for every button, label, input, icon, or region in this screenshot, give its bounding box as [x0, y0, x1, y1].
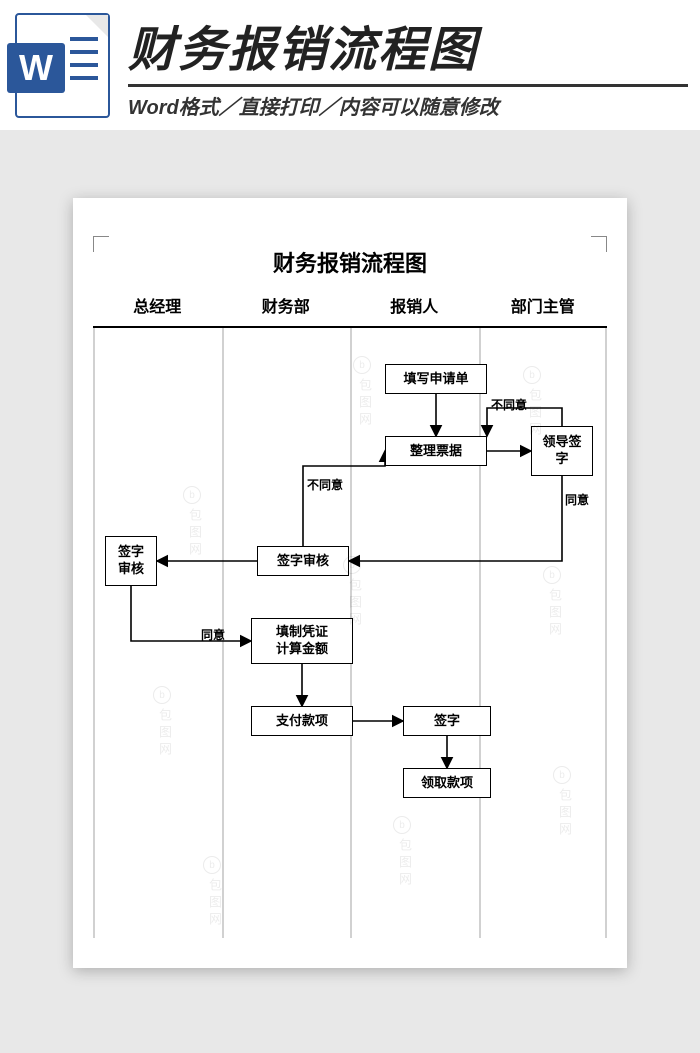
crop-mark-tr	[591, 236, 607, 252]
swimlane-headers: 总经理 财务部 报销人 部门主管	[93, 293, 607, 317]
word-icon: W	[15, 13, 110, 118]
header-title: 财务报销流程图	[128, 10, 688, 87]
watermark-icon: b	[553, 766, 571, 784]
watermark-icon: b	[393, 816, 411, 834]
flow-node-n8: 签字	[403, 706, 491, 736]
flow-node-n5: 签字 审核	[105, 536, 157, 586]
flow-edge	[131, 586, 251, 641]
header-text: 财务报销流程图 Word格式／直接打印／内容可以随意修改	[110, 10, 700, 120]
lane-header-supervisor: 部门主管	[479, 293, 608, 317]
watermark-text: 包图网	[185, 508, 204, 559]
watermark-icon: b	[153, 686, 171, 704]
lane-header-applicant: 报销人	[350, 293, 479, 317]
watermark-text: 包图网	[205, 878, 224, 929]
watermark-icon: b	[353, 356, 371, 374]
document-page: 财务报销流程图 总经理 财务部 报销人 部门主管 填写申请单整理票据 领导签 字签…	[73, 198, 627, 968]
watermark-icon: b	[203, 856, 221, 874]
flow-edge	[303, 451, 385, 546]
flow-node-n4: 签字审核	[257, 546, 349, 576]
edge-label: 不同意	[307, 476, 343, 493]
watermark-text: 包图网	[555, 788, 574, 839]
flow-node-n7: 支付款项	[251, 706, 353, 736]
watermark-text: 包图网	[155, 708, 174, 759]
flow-node-n2: 整理票据	[385, 436, 487, 466]
flow-node-n9: 领取款项	[403, 768, 491, 798]
word-icon-lines	[70, 37, 98, 89]
lane-header-gm: 总经理	[93, 293, 222, 317]
watermark-icon: b	[543, 566, 561, 584]
flow-edge	[349, 476, 562, 561]
edge-label: 同意	[565, 491, 589, 508]
watermark-text: 包图网	[355, 378, 374, 429]
lane-header-finance: 财务部	[222, 293, 351, 317]
flowchart-canvas: 填写申请单整理票据 领导签 字签字审核 签字 审核填制凭证 计算金额支付款项 签字领取…	[93, 326, 607, 938]
flow-node-n6: 填制凭证 计算金额	[251, 618, 353, 664]
crop-mark-tl	[93, 236, 109, 252]
word-badge: W	[7, 43, 65, 93]
flow-node-n3: 领导签 字	[531, 426, 593, 476]
edge-label: 不同意	[491, 396, 527, 413]
watermark-icon: b	[523, 366, 541, 384]
edge-label: 同意	[201, 626, 225, 643]
header-subtitle: Word格式／直接打印／内容可以随意修改	[128, 91, 700, 120]
template-header: W 财务报销流程图 Word格式／直接打印／内容可以随意修改	[0, 0, 700, 130]
watermark-text: 包图网	[545, 588, 564, 639]
flow-node-n1: 填写申请单	[385, 364, 487, 394]
watermark-text: 包图网	[395, 838, 414, 889]
document-title: 财务报销流程图	[73, 246, 627, 278]
watermark-icon: b	[183, 486, 201, 504]
